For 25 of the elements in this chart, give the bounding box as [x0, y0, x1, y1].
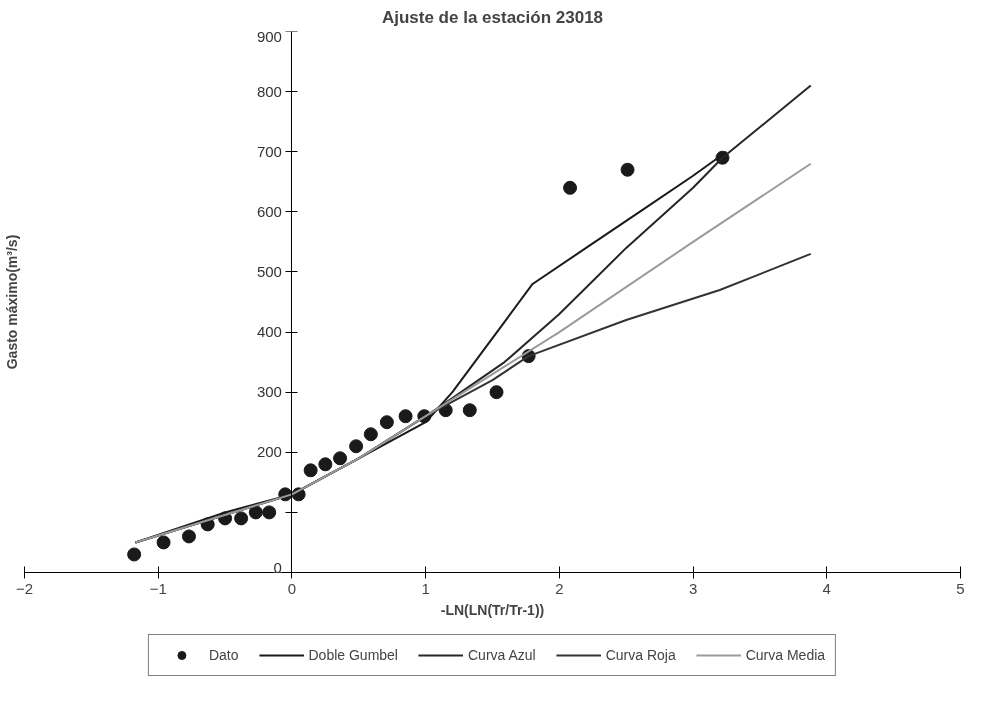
legend-label: Dato	[208, 647, 239, 663]
y-tick-label: 800	[256, 82, 282, 100]
chart-title: Ajuste de la estación 23018	[381, 7, 604, 27]
x-tick-label: 0	[287, 579, 297, 597]
x-tick-label: 3	[688, 579, 698, 597]
x-tick-label: 5	[956, 579, 965, 597]
y-tick-label: 300	[256, 383, 282, 401]
y-tick-label: 0	[273, 558, 282, 576]
y-tick-label: 600	[256, 202, 282, 220]
y-tick-label: 500	[256, 262, 282, 280]
y-tick-label: 700	[256, 142, 282, 160]
y-axis-title: Gasto máximo(m³/s)	[3, 234, 20, 370]
legend-label: Doble Gumbel	[308, 647, 398, 663]
x-tick-label: 2	[555, 579, 564, 597]
x-tick-label: −2	[15, 579, 34, 597]
y-tick-label: 200	[256, 443, 282, 461]
x-tick-label: −1	[149, 579, 167, 597]
x-tick-label: 1	[421, 579, 430, 597]
legend-label: Curva Roja	[605, 647, 676, 663]
x-axis-title: -LN(LN(Tr/Tr-1))	[440, 601, 545, 618]
y-tick-label: 400	[256, 323, 282, 341]
legend-label: Curva Media	[745, 647, 826, 663]
legend-label: Curva Azul	[467, 647, 536, 663]
x-tick-label: 4	[822, 579, 831, 597]
y-tick-label: 900	[256, 27, 282, 45]
